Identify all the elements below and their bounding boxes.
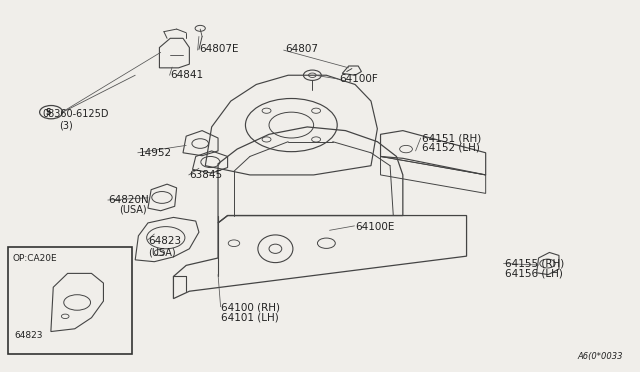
Text: OP:CA20E: OP:CA20E <box>13 254 58 263</box>
Text: 64820N: 64820N <box>108 195 149 205</box>
Text: 64841: 64841 <box>170 70 204 80</box>
Text: 64101 (LH): 64101 (LH) <box>221 312 279 322</box>
Text: (USA): (USA) <box>119 205 147 215</box>
Text: 64807: 64807 <box>285 44 318 54</box>
FancyBboxPatch shape <box>8 247 132 354</box>
Text: 64100F: 64100F <box>339 74 378 84</box>
Text: 08360-6125D: 08360-6125D <box>43 109 109 119</box>
Text: 64152 (LH): 64152 (LH) <box>422 143 480 153</box>
Text: (3): (3) <box>59 120 72 130</box>
Text: 64823: 64823 <box>148 236 181 246</box>
Text: 63845: 63845 <box>189 170 223 180</box>
Text: 64155 (RH): 64155 (RH) <box>505 259 564 269</box>
Text: 64100E: 64100E <box>355 222 394 232</box>
Text: 64100 (RH): 64100 (RH) <box>221 303 280 313</box>
Text: 64156 (LH): 64156 (LH) <box>505 269 563 279</box>
Text: A6(0*0033: A6(0*0033 <box>577 352 623 361</box>
Text: 64823: 64823 <box>14 331 43 340</box>
Text: 64807E: 64807E <box>199 44 239 54</box>
Text: 64151 (RH): 64151 (RH) <box>422 133 481 143</box>
Text: S: S <box>46 108 51 117</box>
Text: 14952: 14952 <box>138 148 172 158</box>
Text: (USA): (USA) <box>148 247 175 257</box>
